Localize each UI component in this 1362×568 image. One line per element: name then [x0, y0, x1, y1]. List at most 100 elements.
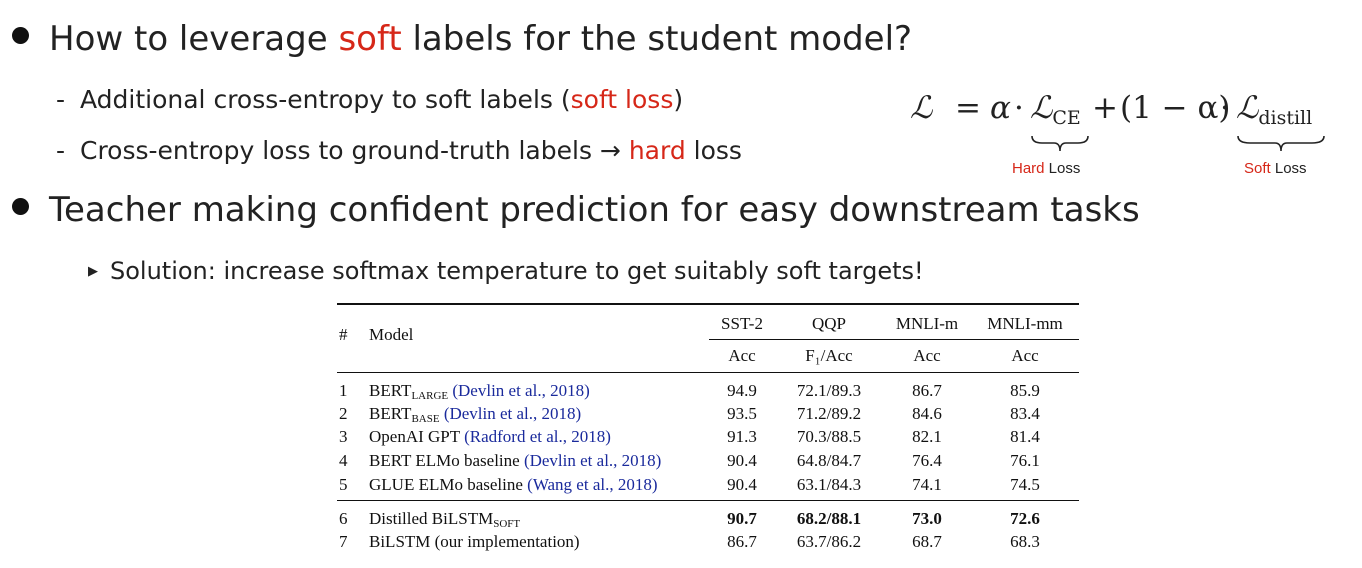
row-number: 5 [339, 475, 348, 494]
row-model: BERTLARGE (Devlin et al., 2018) [369, 381, 590, 406]
sub-bullet-hard-loss: - Cross-entropy loss to ground-truth labe… [56, 136, 742, 165]
row-number: 7 [339, 532, 348, 551]
table-header-rule [709, 339, 1079, 340]
header-dataset: SST-2 [721, 314, 763, 333]
header-dataset: MNLI-m [895, 314, 959, 333]
header-dataset: QQP [811, 314, 846, 333]
model-subscript: SOFT [493, 518, 521, 530]
header-metric: Acc [728, 346, 756, 365]
hard-loss-label: Hard Loss [1012, 160, 1080, 177]
row-model: BERTBASE (Devlin et al., 2018) [369, 404, 581, 429]
row-model: OpenAI GPT (Radford et al., 2018) [369, 427, 611, 447]
row-value: 84.6 [912, 404, 942, 423]
row-value: 72.6 [973, 509, 1077, 529]
row-model: GLUE ELMo baseline (Wang et al., 2018) [369, 475, 658, 495]
row-value: 74.5 [1010, 475, 1040, 494]
model-subscript: LARGE [411, 390, 449, 402]
row-value: 91.3 [727, 427, 757, 446]
bullet-text: Teacher making confident prediction for … [49, 190, 1140, 230]
formula-ce-sub: CE [1052, 107, 1081, 129]
model-name: BERT [369, 381, 412, 400]
sub-text: Solution: increase softmax temperature t… [110, 257, 924, 285]
results-table: # Model SST-2 QQP MNLI-m MNLI-mm Acc F₁/… [337, 303, 1079, 555]
soft-loss-label: Soft Loss [1244, 160, 1307, 177]
model-name: Distilled BiLSTM [369, 509, 494, 528]
row-value: 71.2/89.2 [796, 404, 862, 423]
row-value-bold: 73.0 [912, 509, 942, 528]
sub-bullet-solution: ▶ Solution: increase softmax temperature … [88, 255, 924, 288]
row-value: 82.1 [912, 427, 942, 446]
row-value: 63.7/86.2 [796, 532, 862, 551]
row-model: Distilled BiLSTMSOFT [369, 509, 520, 534]
row-value: 64.8/84.7 [796, 451, 862, 470]
formula-alpha: α [990, 90, 1011, 126]
bullet-dot-icon [12, 27, 29, 44]
row-model: BiLSTM (our implementation) [369, 532, 580, 552]
bullet-dot-icon [12, 198, 29, 215]
formula-dot: · [1014, 90, 1024, 126]
model-name: OpenAI GPT [369, 427, 460, 446]
bullet-teacher: Teacher making confident prediction for … [12, 190, 1140, 230]
formula-dot: · [1220, 90, 1230, 126]
model-citation: (Radford et al., 2018) [464, 427, 611, 446]
row-value: 90.7 [707, 509, 777, 529]
sub-text-pre: Additional cross-entropy to soft labels … [80, 85, 571, 114]
sub-text-post: loss [685, 136, 742, 165]
row-value: 68.3 [1010, 532, 1040, 551]
formula-l-ce: ℒ [1030, 90, 1053, 126]
triangle-bullet-icon: ▶ [88, 264, 98, 279]
row-value-bold: 72.6 [1010, 509, 1040, 528]
row-value: 68.2/88.1 [777, 509, 881, 529]
header-dataset: MNLI-mm [987, 314, 1063, 333]
row-model: BERT ELMo baseline (Devlin et al., 2018) [369, 451, 661, 471]
row-value: 94.9 [727, 381, 757, 400]
formula-plus: + [1092, 90, 1118, 126]
row-value: 74.1 [912, 475, 942, 494]
sub-bullet-soft-loss: - Additional cross-entropy to soft labels… [56, 85, 684, 114]
sub-highlight: soft loss [570, 85, 674, 114]
model-subscript: BASE [411, 413, 440, 425]
soft-label-rest: Loss [1270, 160, 1307, 177]
row-value: 90.4 [727, 451, 757, 470]
row-number: 4 [339, 451, 348, 470]
row-value: 76.1 [1010, 451, 1040, 470]
row-value: 70.3/88.5 [796, 427, 862, 446]
row-value: 81.4 [1010, 427, 1040, 446]
formula-one-minus-alpha: (1 − α) [1120, 90, 1231, 126]
header-metric: F₁/Acc [805, 346, 853, 365]
model-citation: (Devlin et al., 2018) [452, 381, 590, 400]
model-name: BERT ELMo baseline [369, 451, 520, 470]
row-value: 86.7 [727, 532, 757, 551]
row-value: 73.0 [881, 509, 973, 529]
row-value: 63.1/84.3 [796, 475, 862, 494]
sub-text-pre: Cross-entropy loss to ground-truth label… [80, 136, 629, 165]
model-citation: (Devlin et al., 2018) [523, 451, 662, 470]
row-value-bold: 90.7 [727, 509, 757, 528]
row-value: 68.7 [912, 532, 942, 551]
table-mid-rule [337, 372, 1079, 373]
row-value: 85.9 [1010, 381, 1040, 400]
sub-text-post: ) [673, 85, 684, 114]
row-value: 90.4 [727, 475, 757, 494]
formula-lhs: ℒ [910, 90, 933, 126]
formula-distill-sub: distill [1258, 107, 1313, 129]
bullet-highlight: soft [338, 19, 402, 59]
table-group-rule [337, 500, 1079, 501]
bullet-soft-labels: How to leverage soft labels for the stud… [12, 19, 912, 59]
formula-equals: = [955, 90, 981, 126]
row-number: 3 [339, 427, 348, 446]
header-metric: Acc [913, 346, 941, 365]
soft-loss-brace [1237, 135, 1325, 152]
row-number: 6 [339, 509, 348, 528]
hard-label-highlight: Hard [1012, 160, 1045, 177]
row-number: 1 [339, 381, 348, 400]
row-value: 86.7 [912, 381, 942, 400]
soft-label-highlight: Soft [1244, 160, 1271, 177]
table-top-rule [337, 303, 1079, 305]
header-hash: # [339, 325, 348, 344]
row-value-bold: 68.2/88.1 [796, 509, 862, 528]
loss-formula: ℒ = α · ℒCE + (1 − α) · ℒdistill [910, 90, 1340, 150]
bullet-text-pre: How to leverage [49, 19, 339, 59]
hard-loss-brace [1031, 135, 1089, 152]
row-value: 76.4 [912, 451, 942, 470]
